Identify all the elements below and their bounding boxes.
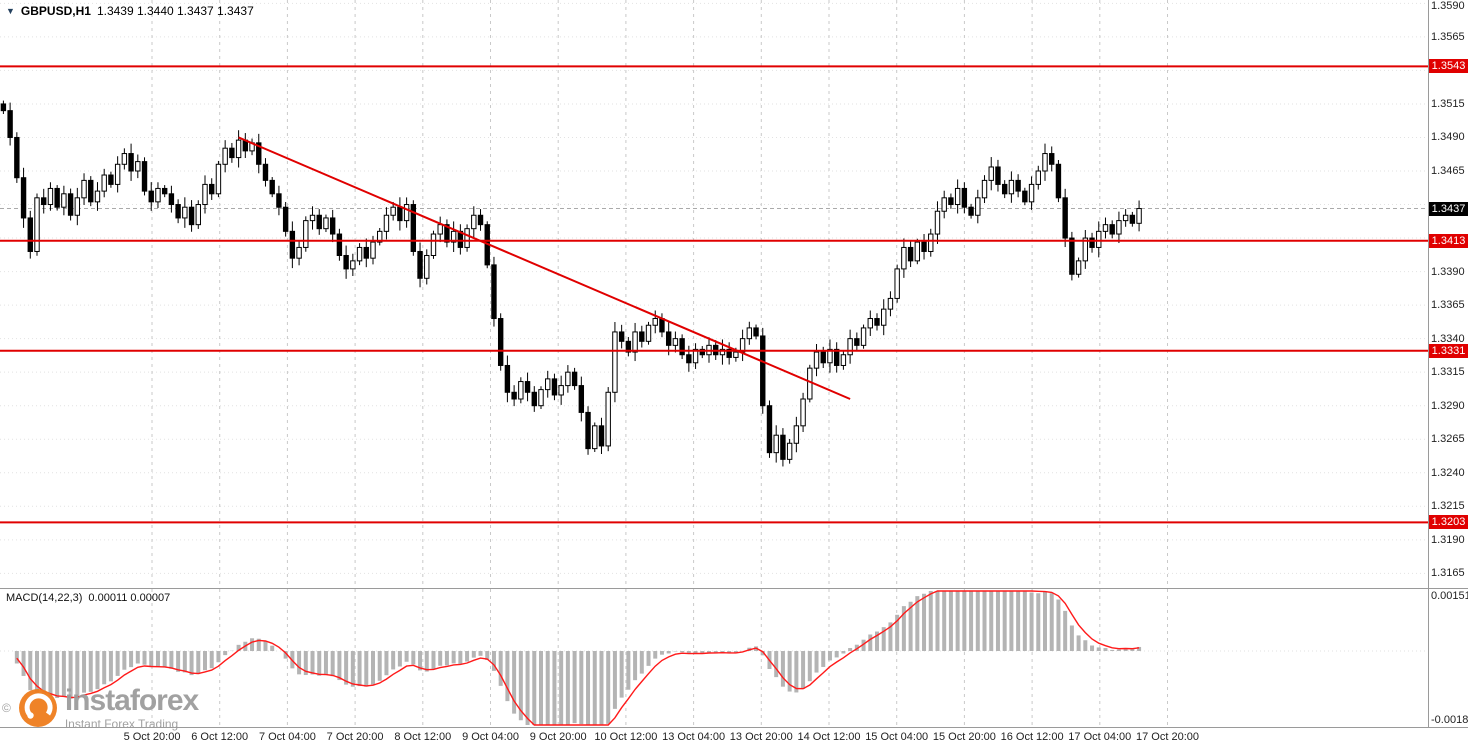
macd-name: MACD(14,22,3) xyxy=(6,592,83,604)
price-tick-label: 1.3190 xyxy=(1431,533,1465,546)
time-tick-label: 10 Oct 12:00 xyxy=(594,731,658,743)
price-tick-label: 1.3290 xyxy=(1431,399,1465,412)
ohlc-quote-label: 1.3439 1.3440 1.3437 1.3437 xyxy=(96,4,254,18)
price-axis[interactable]: 1.3590 1.3565 1.3515 1.3490 1.3465 1.3390 1.33… xyxy=(1429,0,1468,588)
time-axis[interactable]: 5 Oct 20:00 6 Oct 12:00 7 Oct 04:00 7 Oct 2… xyxy=(0,728,1468,750)
macd-pane-canvas[interactable] xyxy=(0,589,1428,727)
brand-name: instaforex xyxy=(64,684,199,717)
axis-separator xyxy=(1428,0,1429,727)
level-price-badge: 1.3331 xyxy=(1429,343,1468,358)
symbol-marker-icon: ▼ xyxy=(6,5,15,16)
price-tick-label: 1.3590 xyxy=(1431,0,1465,12)
price-tick-label: 1.3565 xyxy=(1431,30,1465,43)
price-tick-label: 1.3265 xyxy=(1431,433,1465,446)
macd-indicator-label: MACD(14,22,3) 0.00011 0.00007 xyxy=(6,592,170,604)
time-tick-label: 15 Oct 04:00 xyxy=(865,731,929,743)
price-pane-canvas[interactable] xyxy=(0,0,1428,588)
price-tick-label: 1.3165 xyxy=(1431,567,1465,580)
level-price-badge: 1.3543 xyxy=(1429,59,1468,74)
time-tick-label: 8 Oct 12:00 xyxy=(394,731,452,743)
time-tick-label: 5 Oct 20:00 xyxy=(123,731,181,743)
brand-tagline: Instant Forex Trading xyxy=(64,717,179,731)
price-tick-label: 1.3340 xyxy=(1431,332,1465,345)
level-price-badge: 1.3203 xyxy=(1429,515,1468,530)
time-tick-label: 6 Oct 12:00 xyxy=(191,731,249,743)
time-tick-label: 17 Oct 04:00 xyxy=(1068,731,1132,743)
price-tick-label: 1.3215 xyxy=(1431,500,1465,513)
copyright-mark: © xyxy=(2,701,11,715)
symbol-period-label: GBPUSD,H1 xyxy=(20,4,91,18)
time-tick-label: 7 Oct 04:00 xyxy=(258,731,316,743)
price-tick-label: 1.3465 xyxy=(1431,165,1465,177)
chart-title-bar: ▼ GBPUSD,H1 1.3439 1.3440 1.3437 1.3437 xyxy=(6,4,254,18)
xaxis-separator xyxy=(0,727,1468,728)
macd-tick-label: 0.00151 xyxy=(1431,590,1468,602)
current-price-badge: 1.3437 xyxy=(1429,201,1468,216)
pane-separator[interactable] xyxy=(0,588,1468,589)
price-tick-label: 1.3515 xyxy=(1431,97,1465,110)
time-tick-label: 9 Oct 04:00 xyxy=(462,731,519,743)
time-tick-label: 9 Oct 20:00 xyxy=(529,731,587,743)
level-price-badge: 1.3413 xyxy=(1429,233,1468,248)
time-tick-label: 13 Oct 20:00 xyxy=(729,731,793,743)
price-tick-label: 1.3240 xyxy=(1431,466,1465,479)
time-tick-label: 13 Oct 04:00 xyxy=(662,731,726,743)
time-tick-label: 7 Oct 20:00 xyxy=(326,731,384,743)
broker-watermark: © instaforex Instant Forex Trading xyxy=(2,684,199,731)
price-tick-label: 1.3365 xyxy=(1431,299,1465,312)
price-tick-label: 1.3390 xyxy=(1431,265,1465,278)
macd-values: 0.00011 0.00007 xyxy=(88,592,171,604)
price-tick-label: 1.3315 xyxy=(1431,366,1465,379)
time-tick-label: 17 Oct 20:00 xyxy=(1136,731,1199,743)
price-tick-label: 1.3490 xyxy=(1431,131,1465,144)
instaforex-logo-icon xyxy=(18,689,57,727)
time-tick-label: 14 Oct 12:00 xyxy=(797,731,861,743)
time-tick-label: 15 Oct 20:00 xyxy=(932,731,996,743)
time-tick-label: 16 Oct 12:00 xyxy=(1000,731,1064,743)
